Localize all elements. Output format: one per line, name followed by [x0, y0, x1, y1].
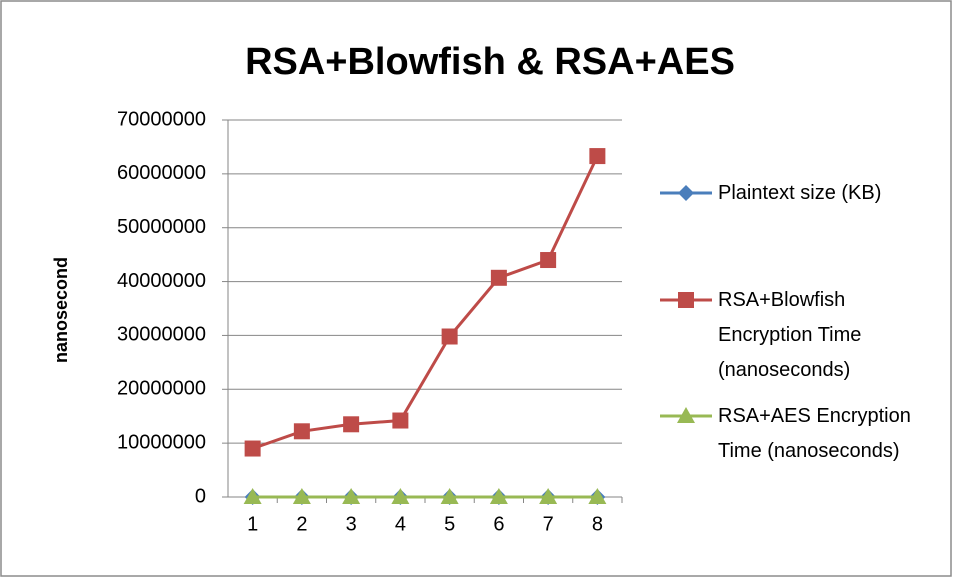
data-point [293, 423, 310, 440]
data-point [588, 488, 607, 504]
y-tick-label: 60000000 [117, 162, 206, 184]
y-tick-label: 0 [195, 485, 206, 507]
data-point [539, 488, 558, 504]
data-point [489, 488, 508, 504]
y-tick-label: 40000000 [117, 270, 206, 292]
y-tick-label: 10000000 [117, 431, 206, 453]
y-tick-label: 70000000 [117, 108, 206, 130]
x-tick-label: 1 [247, 513, 258, 535]
x-tick-label: 5 [444, 513, 455, 535]
data-point [589, 148, 606, 165]
x-tick-label: 8 [592, 513, 603, 535]
chart-title: RSA+Blowfish & RSA+AES [245, 41, 735, 83]
legend-label: RSA+AES Encryption Time (nanoseconds) [718, 405, 911, 462]
data-point [441, 328, 458, 345]
legend-marker [677, 407, 695, 423]
x-tick-label: 6 [493, 513, 504, 535]
x-tick-label: 7 [543, 513, 554, 535]
data-point [440, 488, 459, 504]
data-point [343, 416, 360, 433]
y-tick-label: 30000000 [117, 324, 206, 346]
legend-label: Plaintext size (KB) [718, 182, 882, 204]
data-point [540, 252, 557, 269]
data-point [292, 488, 311, 504]
data-point [392, 412, 409, 429]
y-tick-label: 20000000 [117, 378, 206, 400]
legend-marker [678, 185, 694, 201]
legend-marker [678, 292, 694, 308]
data-point [342, 488, 361, 504]
data-point [391, 488, 410, 504]
data-point [490, 269, 507, 286]
y-tick-label: 50000000 [117, 216, 206, 238]
series-line [252, 155, 599, 450]
legend-label: RSA+Blowfish Encryption Time (nanosecond… [718, 289, 862, 381]
x-tick-label: 2 [296, 513, 307, 535]
x-tick-label: 4 [395, 513, 406, 535]
data-point [243, 488, 262, 504]
data-point [244, 440, 261, 457]
y-axis-label: nanosecond [51, 257, 71, 363]
x-tick-label: 3 [346, 513, 357, 535]
